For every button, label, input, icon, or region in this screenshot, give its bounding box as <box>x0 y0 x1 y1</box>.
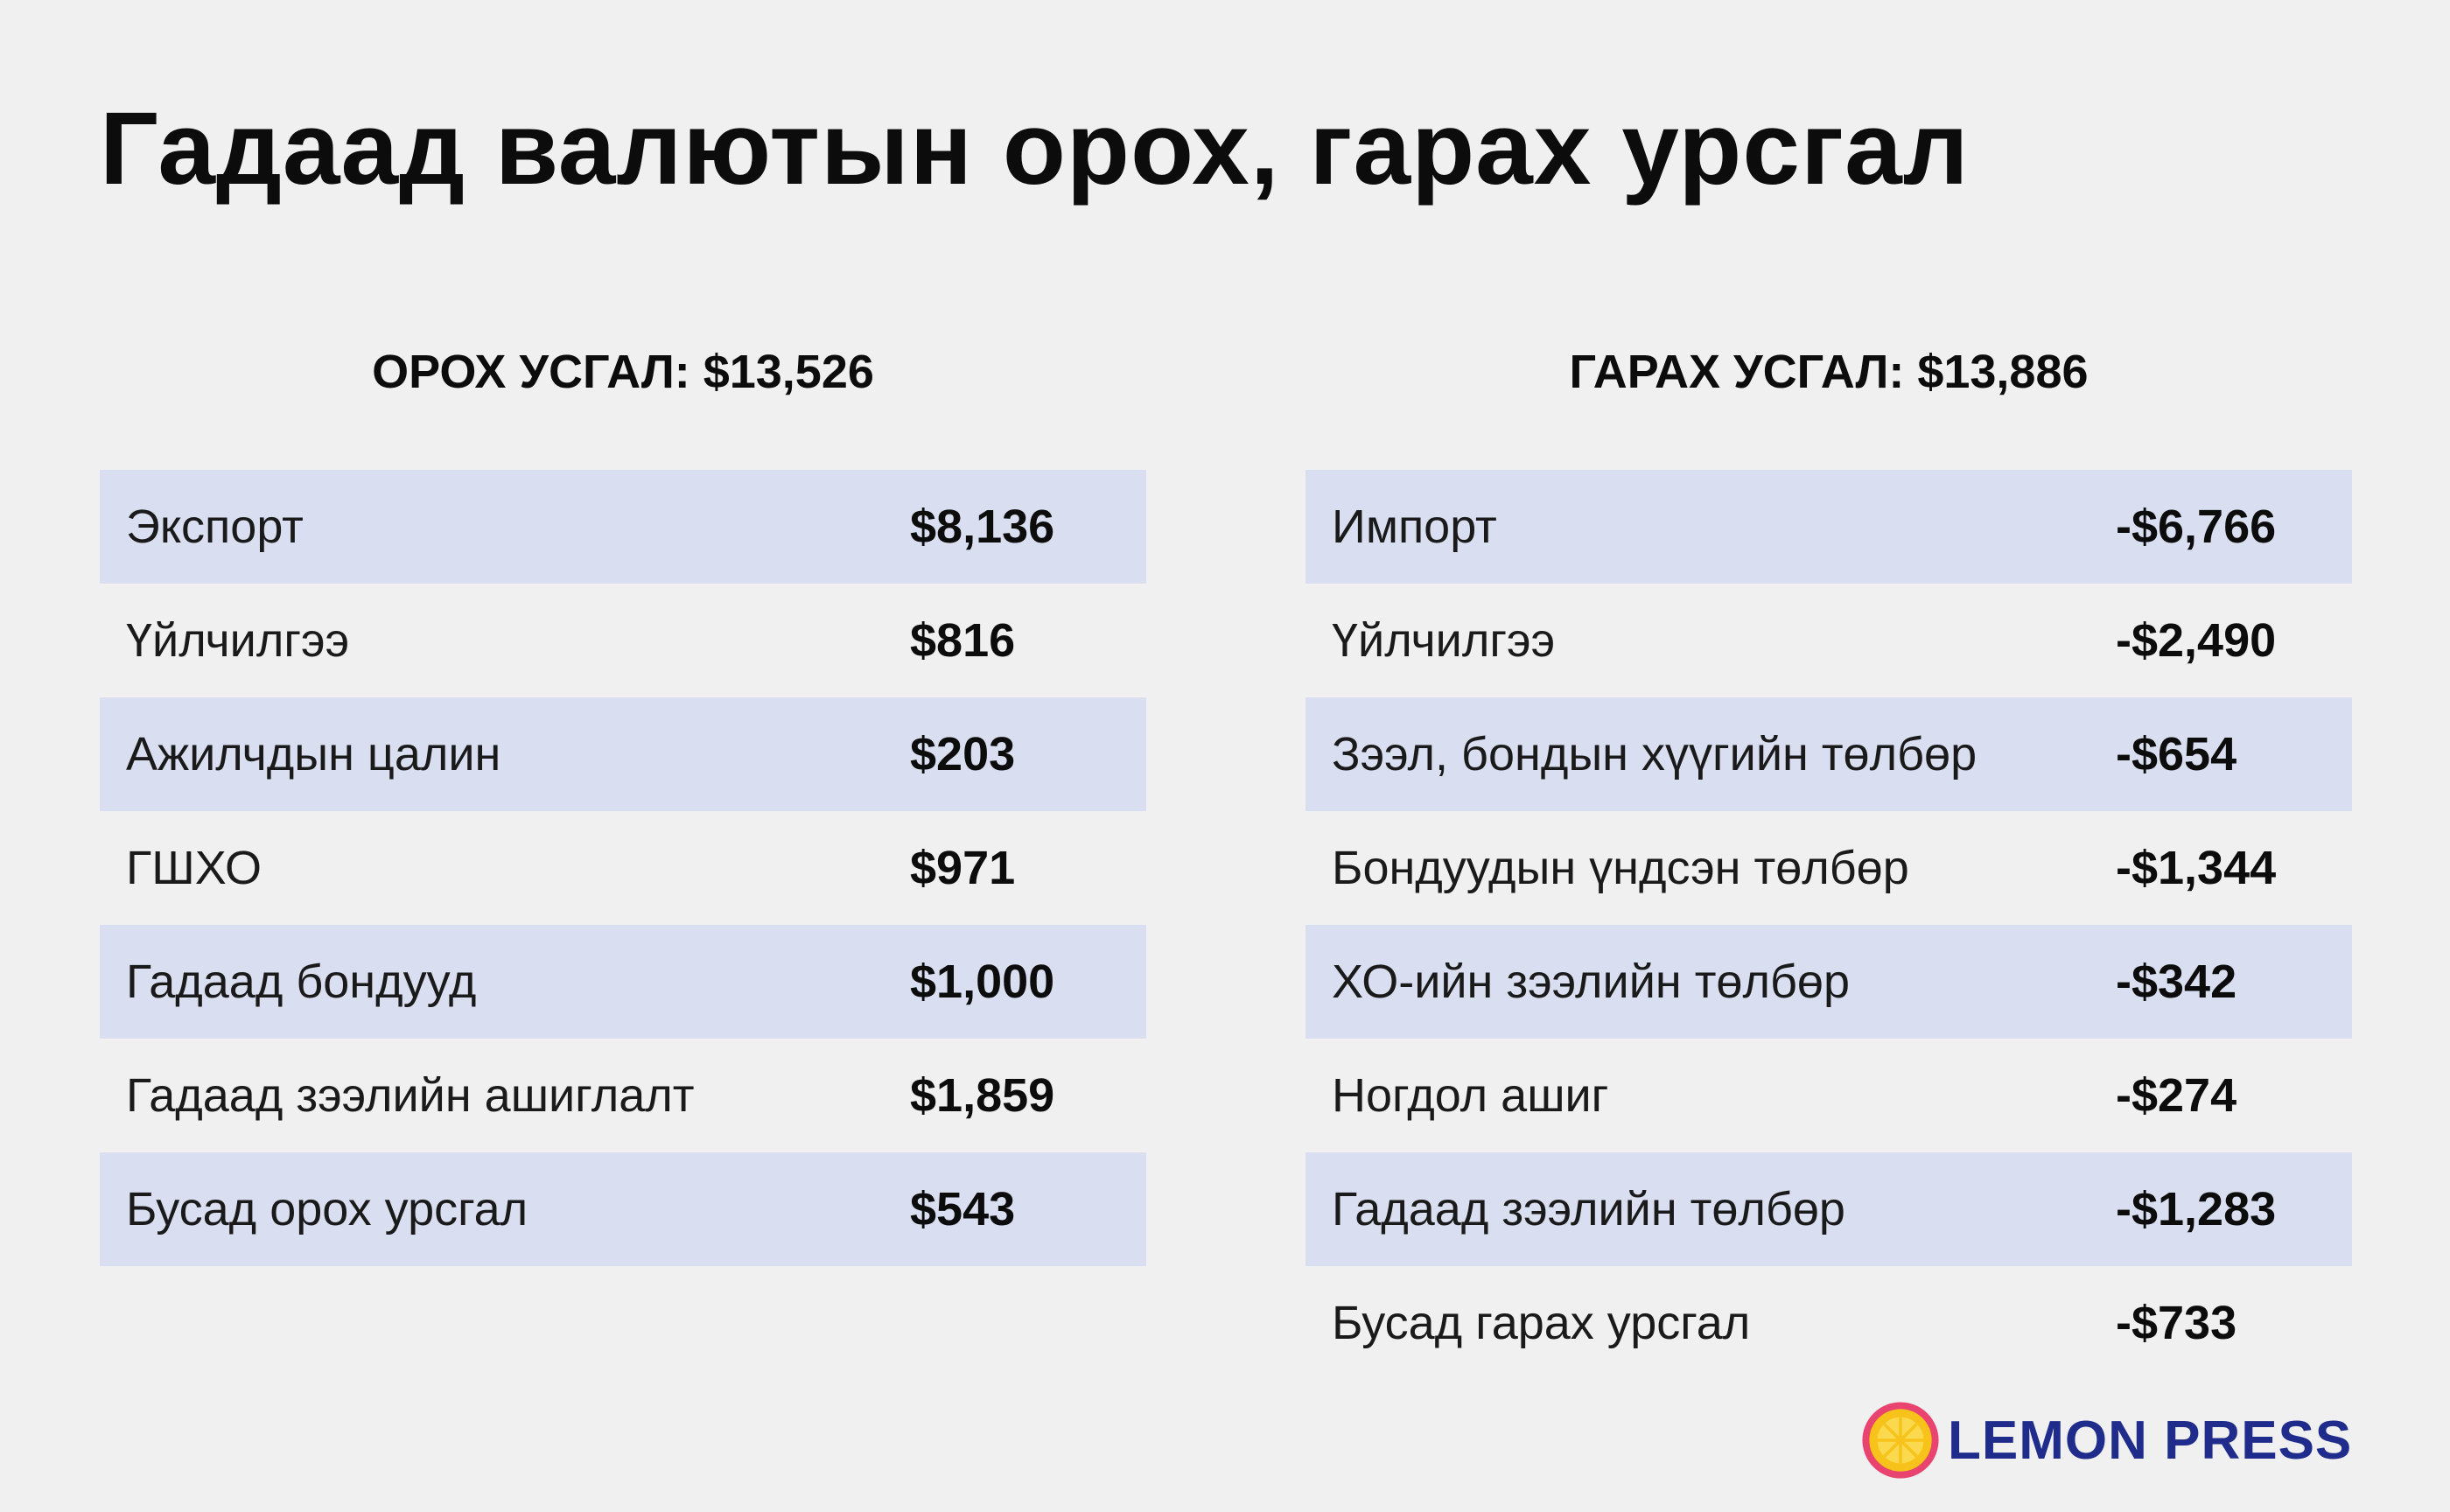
table-row: Зээл, бондын хүүгийн төлбөр -$654 <box>1306 697 2352 811</box>
row-value: -$654 <box>2116 728 2237 780</box>
inflow-table: Экспорт $8,136 Үйлчилгээ $816 Ажилчдын цалин… <box>100 470 1146 1266</box>
row-label: Үйлчилгээ <box>126 614 350 667</box>
lemon-slice-icon <box>1862 1402 1939 1479</box>
row-label: Импорт <box>1332 500 1497 553</box>
row-value: $543 <box>910 1183 1016 1236</box>
table-row: Ногдол ашиг -$274 <box>1306 1039 2352 1152</box>
row-label: Ногдол ашиг <box>1332 1069 1609 1122</box>
lemon-press-logo: LEMON PRESS <box>1862 1400 2352 1480</box>
table-row: Импорт -$6,766 <box>1306 470 2352 584</box>
table-row: Бусад орох урсгал $543 <box>100 1152 1146 1266</box>
table-row: Гадаад зээлийн ашиглалт $1,859 <box>100 1039 1146 1152</box>
row-label: Бусад орох урсгал <box>126 1183 528 1236</box>
row-value: -$274 <box>2116 1069 2237 1122</box>
row-label: Экспорт <box>126 500 304 553</box>
table-row: Гадаад зээлийн төлбөр -$1,283 <box>1306 1152 2352 1266</box>
table-row: Үйлчилгээ $816 <box>100 584 1146 697</box>
logo-text: LEMON PRESS <box>1948 1410 2353 1471</box>
table-row: Бондуудын үндсэн төлбөр -$1,344 <box>1306 811 2352 925</box>
table-row: ХО-ийн зээлийн төлбөр -$342 <box>1306 925 2352 1039</box>
table-row: Ажилчдын цалин $203 <box>100 697 1146 811</box>
table-row: Экспорт $8,136 <box>100 470 1146 584</box>
row-value: $816 <box>910 614 1016 667</box>
row-label: Бондуудын үндсэн төлбөр <box>1332 842 1909 894</box>
row-value: $1,000 <box>910 956 1055 1008</box>
table-row: Үйлчилгээ -$2,490 <box>1306 584 2352 697</box>
outflow-table: Импорт -$6,766 Үйлчилгээ -$2,490 Зээл, бонды… <box>1306 470 2352 1380</box>
row-value: $1,859 <box>910 1069 1055 1122</box>
outflow-panel: ГАРАХ УСГАЛ: $13,886 Импорт -$6,766 Үйлчил… <box>1306 341 2352 1380</box>
row-value: $971 <box>910 842 1016 894</box>
row-value: -$6,766 <box>2116 500 2277 553</box>
row-label: ГШХО <box>126 842 262 894</box>
row-value: -$733 <box>2116 1297 2237 1349</box>
page-title: Гадаад валютын орох, гарах урсгал <box>100 91 1970 206</box>
table-row: Бусад гарах урсгал -$733 <box>1306 1266 2352 1380</box>
row-label: Бусад гарах урсгал <box>1332 1297 1751 1349</box>
row-label: Гадаад зээлийн төлбөр <box>1332 1183 1845 1236</box>
table-row: ГШХО $971 <box>100 811 1146 925</box>
row-value: -$342 <box>2116 956 2237 1008</box>
row-label: Ажилчдын цалин <box>126 728 501 780</box>
row-value: $203 <box>910 728 1016 780</box>
row-label: ХО-ийн зээлийн төлбөр <box>1332 956 1850 1008</box>
row-label: Үйлчилгээ <box>1332 614 1556 667</box>
row-label: Гадаад зээлийн ашиглалт <box>126 1069 695 1122</box>
row-value: -$1,344 <box>2116 842 2277 894</box>
row-value: -$2,490 <box>2116 614 2277 667</box>
table-row: Гадаад бондууд $1,000 <box>100 925 1146 1039</box>
row-label: Гадаад бондууд <box>126 956 477 1008</box>
inflow-panel: ОРОХ УСГАЛ: $13,526 Экспорт $8,136 Үйлчилг… <box>100 341 1146 1266</box>
outflow-header: ГАРАХ УСГАЛ: $13,886 <box>1569 346 2089 398</box>
row-value: $8,136 <box>910 500 1055 553</box>
inflow-header: ОРОХ УСГАЛ: $13,526 <box>372 346 874 398</box>
row-value: -$1,283 <box>2116 1183 2277 1236</box>
row-label: Зээл, бондын хүүгийн төлбөр <box>1332 728 1978 780</box>
